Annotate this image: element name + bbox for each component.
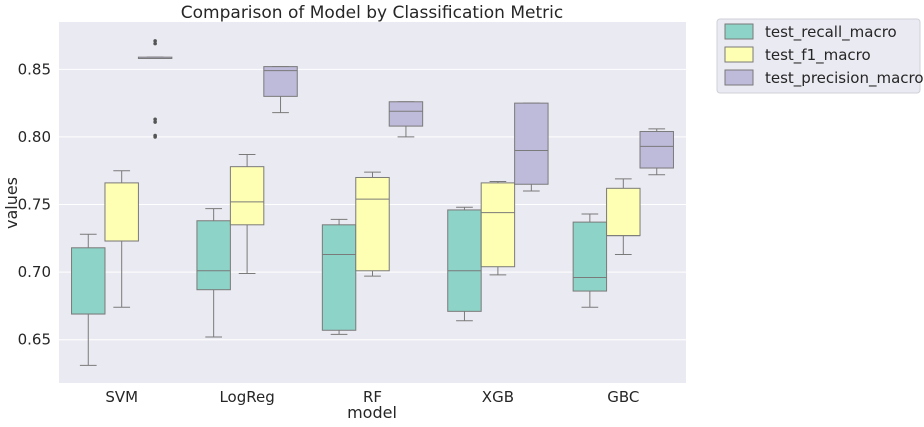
box-test_precision_macro-SVM (137, 39, 173, 139)
x-axis-label: model (347, 403, 397, 422)
outlier-point (153, 117, 157, 122)
chart-title: Comparison of Model by Classification Me… (181, 3, 563, 23)
box-body (263, 66, 298, 97)
box-test_f1_macro-RF (355, 171, 390, 277)
x-tick-labels: SVM LogReg RF XGB GBC (105, 388, 639, 406)
box-body (606, 187, 641, 237)
box-test_precision_macro-RF (388, 101, 424, 138)
box-groups (71, 39, 674, 366)
box-test_recall_macro-XGB (447, 206, 482, 322)
y-tick-label: 0.65 (18, 331, 51, 349)
box-test_recall_macro-SVM (71, 233, 106, 366)
outlier-point (153, 41, 157, 46)
box-body (480, 182, 516, 268)
legend-swatch (724, 23, 754, 40)
x-tick-label: GBC (607, 388, 639, 406)
box-body (514, 102, 549, 185)
legend-swatch (724, 46, 754, 63)
box-body (196, 220, 231, 291)
box-body (104, 182, 139, 242)
box-body (321, 224, 357, 331)
outlier-point (153, 135, 157, 139)
box-test_f1_macro-SVM (104, 170, 139, 308)
y-tick-label: 0.85 (18, 60, 51, 78)
box-test_recall_macro-GBC (572, 213, 608, 308)
box-test_recall_macro-LogReg (196, 208, 231, 338)
box-test_f1_macro-GBC (606, 178, 641, 256)
legend-swatch (724, 69, 754, 86)
outlier-point (153, 39, 157, 43)
y-tick-label: 0.75 (18, 196, 51, 214)
box-test_f1_macro-LogReg (229, 154, 265, 274)
legend-frame (716, 18, 921, 94)
y-tick-labels: 0.65 0.70 0.75 0.80 0.85 (18, 60, 51, 348)
box-test_precision_macro-XGB (514, 102, 549, 192)
x-tick-label: LogReg (219, 388, 274, 406)
box-test_f1_macro-XGB (480, 181, 516, 276)
legend-label: test_recall_macro (765, 23, 897, 42)
box-body (447, 209, 482, 312)
box-body (355, 176, 390, 272)
y-tick-label: 0.80 (18, 128, 51, 146)
x-tick-label: RF (363, 388, 382, 406)
outlier-point (153, 120, 157, 124)
box-test_recall_macro-RF (321, 218, 357, 335)
y-axis-label: values (2, 177, 21, 229)
box-body (639, 131, 674, 169)
box-body (229, 166, 265, 226)
x-tick-label: XGB (482, 388, 514, 406)
box-body (388, 101, 424, 127)
legend: test_recall_macro test_f1_macro test_preci… (716, 18, 924, 94)
x-tick-label: SVM (105, 388, 138, 406)
box-body (71, 247, 106, 315)
box-test_precision_macro-GBC (639, 128, 674, 176)
box-body (572, 221, 608, 292)
box-test_precision_macro-LogReg (263, 66, 298, 114)
legend-label: test_f1_macro (765, 46, 871, 65)
legend-label: test_precision_macro (765, 69, 924, 88)
y-tick-label: 0.70 (18, 263, 51, 281)
